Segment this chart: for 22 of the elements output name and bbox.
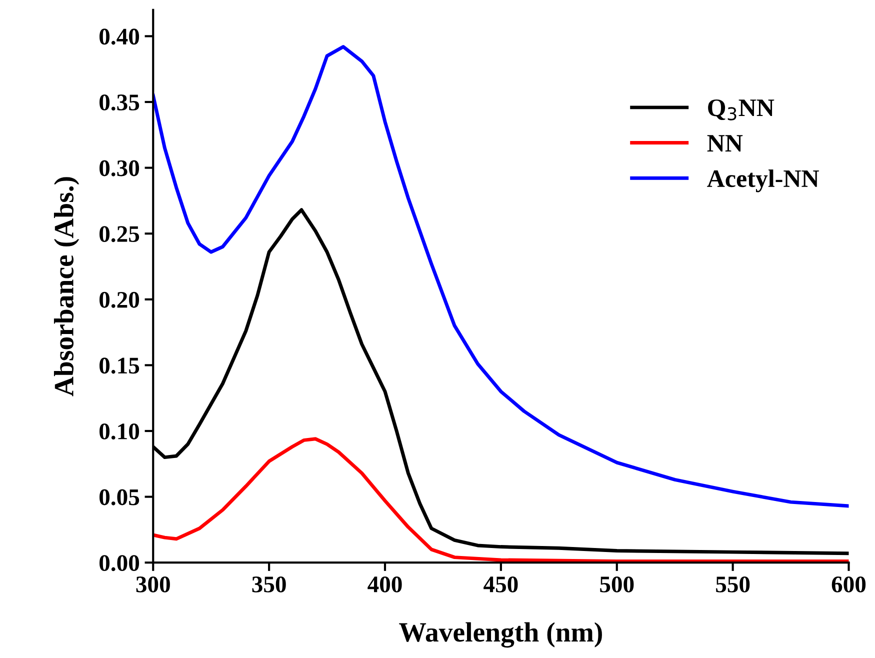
y-tick-label: 0.15: [100, 358, 140, 374]
y-tick-label: 0.00: [100, 555, 140, 572]
x-axis-title: Wavelength (nm): [399, 622, 602, 648]
y-tick-label: 0.25: [100, 226, 140, 242]
legend-label: Acetyl-NN: [707, 169, 819, 192]
y-tick-label: 0.10: [100, 423, 140, 440]
y-tick-label: 0.40: [100, 28, 140, 45]
x-tick-label: 450: [484, 576, 518, 592]
y-axis-title: Absorbance (Abs.): [54, 177, 80, 396]
x-tick-label: 350: [252, 576, 286, 592]
y-tick-label: 0.35: [100, 94, 140, 111]
y-tick-label: 0.05: [100, 489, 140, 506]
line-series: [153, 44, 849, 508]
y-tick-label: 0.30: [100, 160, 140, 176]
legend-label: NN: [707, 135, 743, 152]
x-tick-label: 400: [368, 576, 402, 592]
legend-label: Q$_{3}$NN: [708, 99, 774, 120]
x-tick-label: 300: [136, 576, 170, 592]
x-tick-label: 500: [600, 576, 634, 592]
y-tick-label: 0.20: [100, 292, 140, 308]
x-tick-label: 600: [832, 576, 866, 592]
x-tick-label: 550: [716, 576, 750, 592]
